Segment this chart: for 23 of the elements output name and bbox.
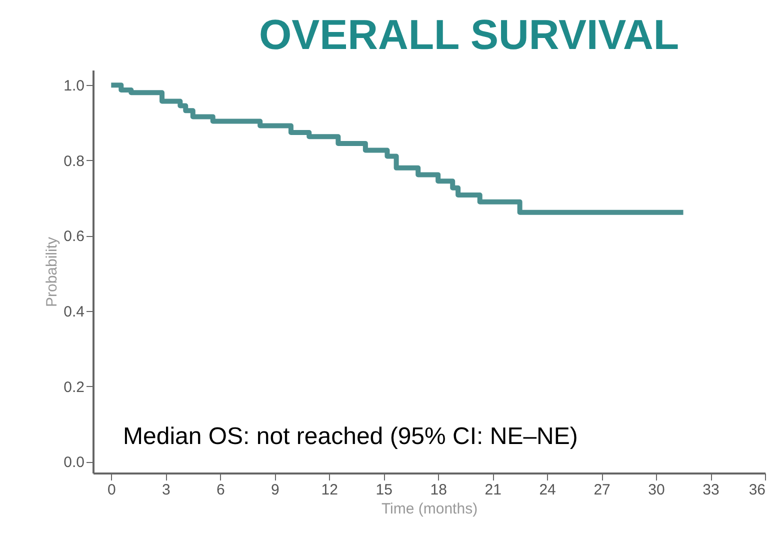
x-tick-label: 36	[748, 482, 766, 498]
chart-title: OVERALL SURVIVAL	[258, 11, 680, 58]
y-tick-label: 0.8	[64, 152, 84, 170]
x-tick-label: 6	[216, 482, 225, 498]
x-tick-label: 15	[376, 482, 392, 498]
y-tick-label: 1.0	[64, 78, 84, 95]
x-tick-label: 9	[270, 482, 280, 498]
annotation: Median OS: not reached (95% CI: NE–NE)	[123, 423, 578, 450]
y-tick-label: 0.2	[64, 378, 84, 396]
y-tick-label: 0.6	[64, 228, 84, 246]
x-tick-label: 18	[430, 482, 447, 498]
x-tick-label: 24	[539, 482, 556, 498]
x-tick-label: 21	[484, 482, 502, 498]
x-axis-title: Time (months)	[381, 500, 478, 518]
y-tick-label: 0.4	[64, 304, 84, 321]
x-tick-label: 12	[321, 482, 338, 498]
x-tick-label: 0	[107, 482, 116, 498]
x-tick-label: 30	[648, 482, 665, 498]
x-tick-label: 27	[594, 482, 610, 498]
y-tick-label: 0.0	[64, 454, 84, 472]
x-tick-label: 33	[702, 482, 720, 498]
y-axis-title: Probability	[44, 236, 61, 308]
x-tick-label: 3	[162, 482, 170, 498]
